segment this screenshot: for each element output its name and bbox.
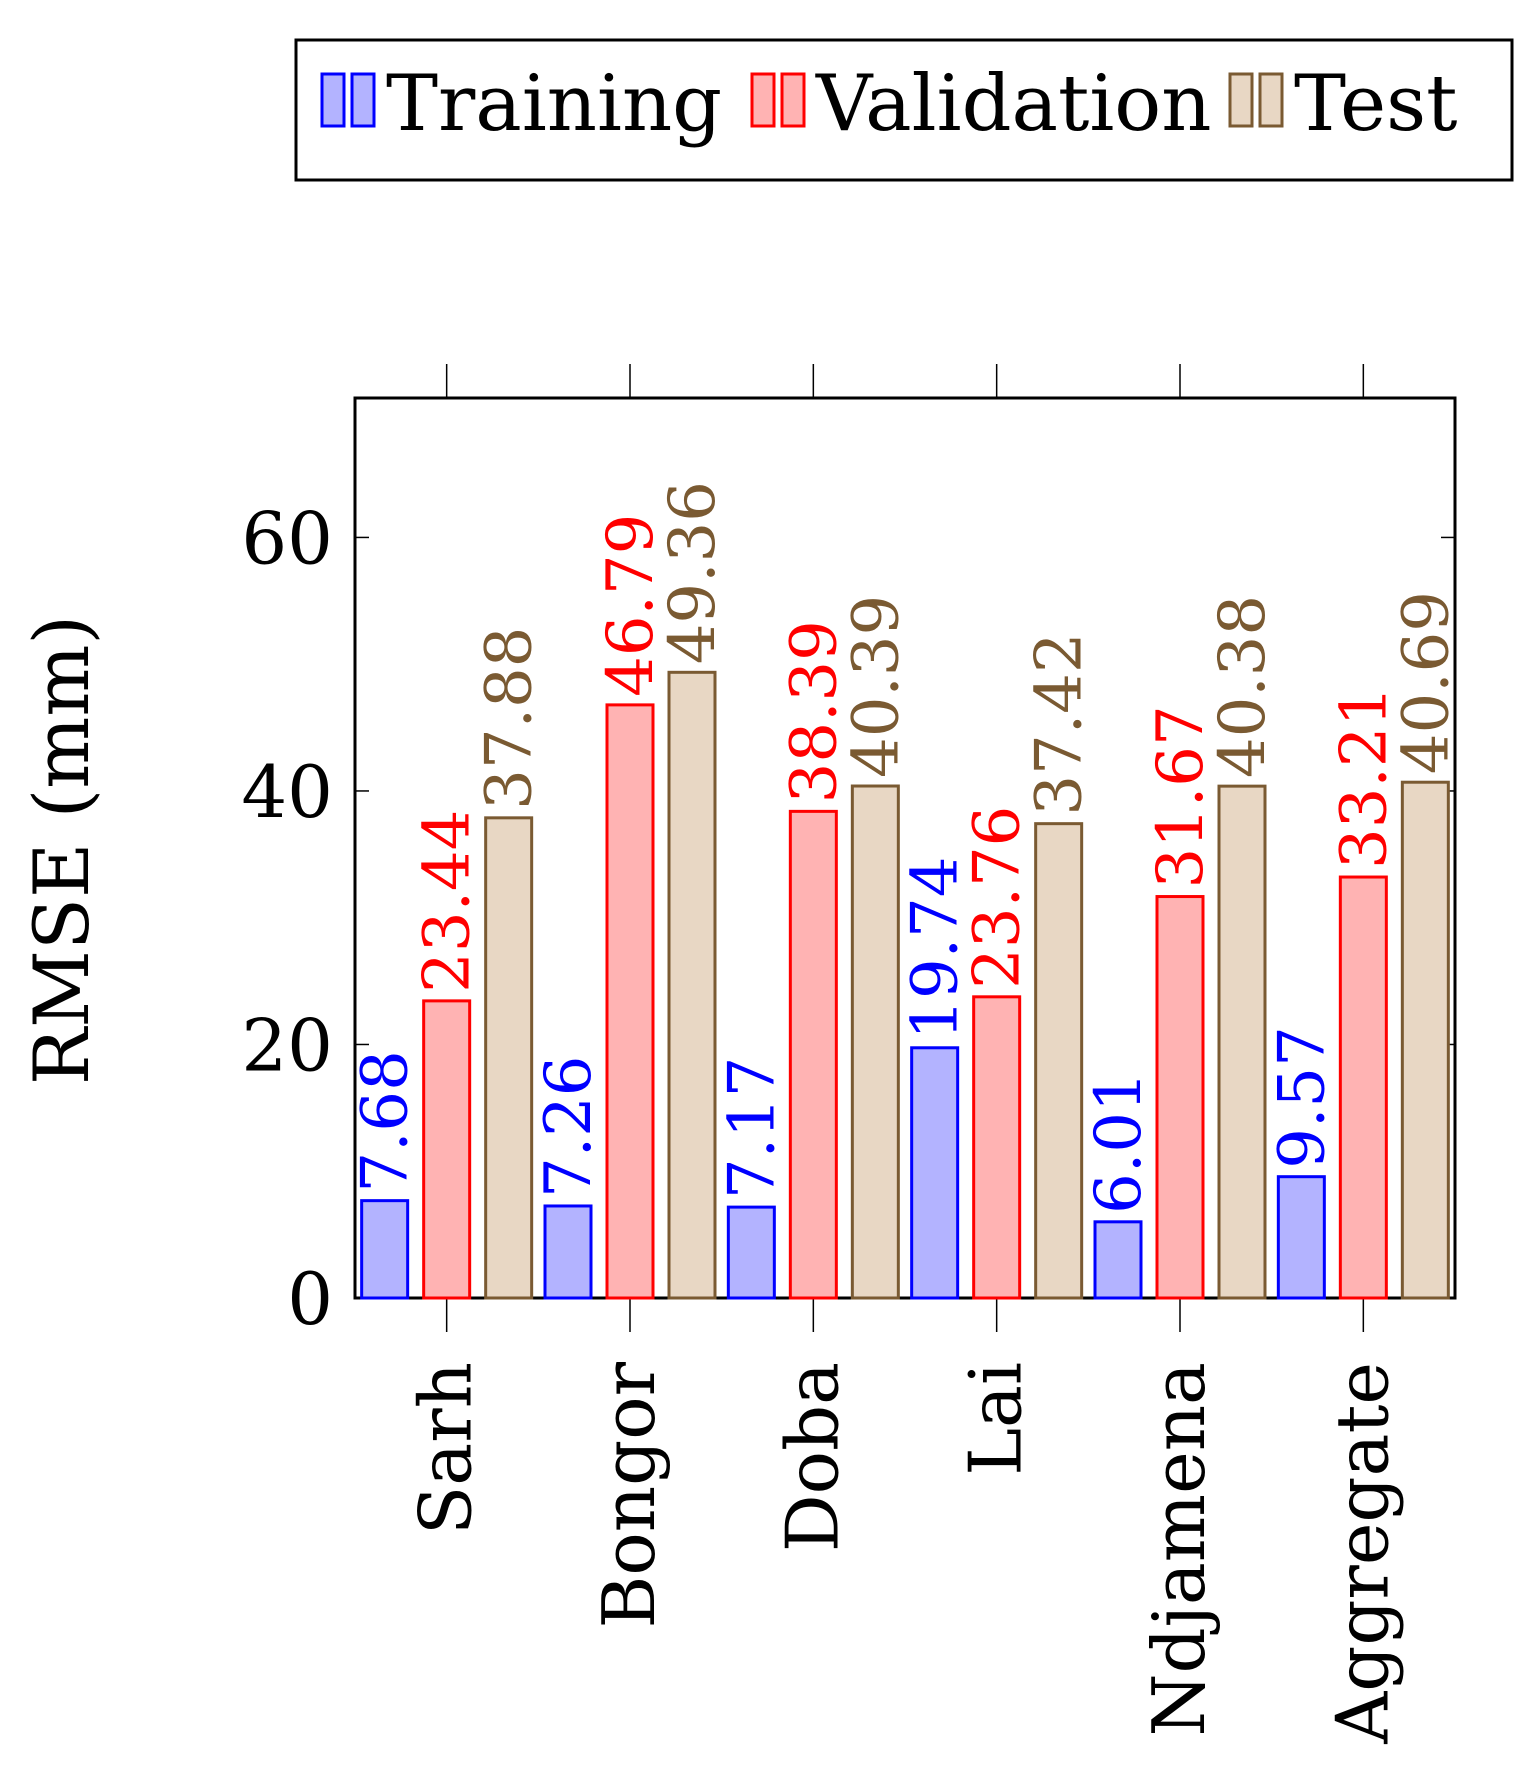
y-tick-label: 60 xyxy=(241,496,333,580)
data-label-validation: 38.39 xyxy=(777,620,851,803)
bar-training-bongor xyxy=(543,1204,593,1300)
legend-swatch xyxy=(1258,72,1284,128)
legend-label: Test xyxy=(1294,59,1458,149)
data-label-training: 7.17 xyxy=(715,1057,789,1200)
bar-test-lai xyxy=(1034,822,1084,1300)
legend: Training Validation Test xyxy=(294,38,1514,182)
data-label-test: 40.69 xyxy=(1389,591,1463,774)
data-label-validation: 31.67 xyxy=(1144,705,1218,888)
bar-validation-sarh xyxy=(422,999,472,1300)
legend-swatch xyxy=(780,72,806,128)
bar-test-aggregate xyxy=(1400,780,1450,1300)
bar-validation-bongor xyxy=(605,703,655,1300)
bar-validation-aggregate xyxy=(1338,875,1388,1300)
x-tick-labels: Sarh Bongor Doba Lai Ndjamena Aggregate xyxy=(404,1361,1405,1744)
y-tick-label: 40 xyxy=(241,750,333,834)
bar-training-ndjamena xyxy=(1093,1220,1143,1300)
x-tick-label: Doba xyxy=(770,1362,854,1552)
legend-swatch xyxy=(750,72,776,128)
legend-item-training: Training xyxy=(320,59,722,149)
legend-item-validation: Validation xyxy=(750,59,1211,149)
data-label-validation: 23.76 xyxy=(961,806,1035,989)
y-tick-label: 20 xyxy=(241,1003,333,1087)
data-label-validation: 46.79 xyxy=(594,514,668,697)
legend-swatch xyxy=(1228,72,1254,128)
data-label-test: 40.39 xyxy=(839,595,913,778)
x-tick-label: Sarh xyxy=(404,1362,488,1535)
bar-test-ndjamena xyxy=(1217,784,1267,1300)
bar-test-bongor xyxy=(667,670,717,1300)
x-tick-label: Aggregate xyxy=(1320,1362,1404,1745)
data-label-training: 6.01 xyxy=(1082,1071,1156,1214)
legend-label: Validation xyxy=(815,59,1211,149)
bar-training-sarh xyxy=(360,1199,410,1300)
y-axis-label: RMSE (mm) xyxy=(17,615,106,1085)
y-tick-labels: 0 20 40 60 xyxy=(241,496,333,1341)
plot-area xyxy=(353,396,1457,1300)
bar-test-sarh xyxy=(484,816,534,1300)
data-label-training: 9.57 xyxy=(1265,1026,1339,1169)
data-label-validation: 33.21 xyxy=(1327,686,1401,869)
bar-training-doba xyxy=(726,1205,776,1300)
bar-training-lai xyxy=(910,1046,960,1300)
y-tick-label: 0 xyxy=(287,1257,333,1341)
bar-test-doba xyxy=(850,784,900,1300)
legend-swatch xyxy=(350,72,376,128)
legend-swatch xyxy=(320,72,346,128)
data-label-test: 49.36 xyxy=(656,481,730,664)
legend-item-test: Test xyxy=(1228,59,1458,149)
x-tick-label: Ndjamena xyxy=(1137,1362,1221,1737)
data-labels: 7.6823.4437.887.2646.7949.367.1738.3940.… xyxy=(349,481,1464,1214)
legend-box xyxy=(294,38,1514,182)
data-label-test: 40.38 xyxy=(1206,595,1280,778)
x-tick-label: Lai xyxy=(954,1362,1038,1476)
data-label-test: 37.42 xyxy=(1023,632,1097,815)
data-label-training: 19.74 xyxy=(899,857,973,1040)
bar-validation-ndjamena xyxy=(1155,895,1205,1300)
legend-label: Training xyxy=(386,59,722,149)
data-label-validation: 23.44 xyxy=(411,810,485,993)
data-label-test: 37.88 xyxy=(473,627,547,810)
bar-training-aggregate xyxy=(1276,1175,1326,1300)
bar-validation-lai xyxy=(972,995,1022,1300)
data-label-training: 7.26 xyxy=(532,1055,606,1198)
bars xyxy=(360,670,1450,1300)
data-label-training: 7.68 xyxy=(349,1050,423,1193)
x-tick-label: Bongor xyxy=(587,1361,671,1628)
bar-validation-doba xyxy=(788,809,838,1300)
